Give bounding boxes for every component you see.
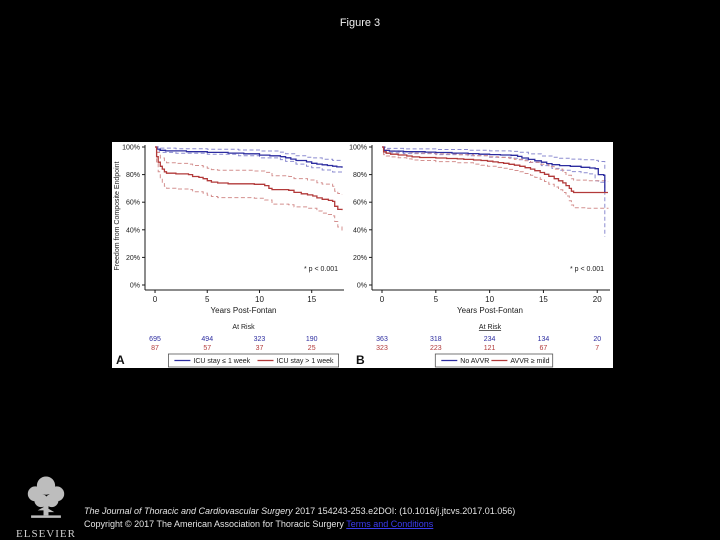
svg-text:695: 695 bbox=[149, 336, 161, 343]
svg-text:40%: 40% bbox=[126, 227, 140, 234]
svg-text:494: 494 bbox=[201, 336, 213, 343]
svg-text:Years Post-Fontan: Years Post-Fontan bbox=[457, 306, 523, 315]
svg-text:15: 15 bbox=[307, 295, 316, 304]
svg-text:60%: 60% bbox=[126, 200, 140, 207]
svg-text:40%: 40% bbox=[353, 227, 367, 234]
svg-text:0: 0 bbox=[380, 295, 385, 304]
svg-text:363: 363 bbox=[376, 336, 388, 343]
svg-text:67: 67 bbox=[540, 345, 548, 352]
svg-text:10: 10 bbox=[255, 295, 264, 304]
svg-text:100%: 100% bbox=[349, 145, 367, 152]
figure-title: Figure 3 bbox=[339, 17, 381, 29]
terms-and-conditions-link[interactable]: Terms and Conditions bbox=[346, 519, 434, 529]
svg-text:ICU stay ≤ 1 week: ICU stay ≤ 1 week bbox=[193, 358, 250, 365]
citation-line1: The Journal of Thoracic and Cardiovascul… bbox=[84, 505, 515, 518]
svg-text:100%: 100% bbox=[122, 145, 140, 152]
svg-text:At Risk: At Risk bbox=[232, 324, 255, 331]
svg-text:60%: 60% bbox=[353, 200, 367, 207]
svg-text:234: 234 bbox=[484, 336, 496, 343]
km-chart-panel-a: 0% 20% 40% 60% 80% 100% 0 5 10 15 Years Post-Fonta… bbox=[114, 145, 344, 368]
figure-panel: 0% 20% 40% 60% 80% 100% 0 5 10 15 Years Post-Fonta… bbox=[112, 142, 613, 368]
svg-text:20: 20 bbox=[593, 336, 601, 343]
km-chart-panel-b: 0% 20% 40% 60% 80% 100% 0 5 10 15 20 Years Post-Fon… bbox=[349, 145, 610, 368]
svg-text:15: 15 bbox=[539, 295, 548, 304]
journal-name: The Journal of Thoracic and Cardiovascul… bbox=[84, 506, 293, 516]
citation-volume-doi: 2017 154243-253.e2DOI: (10.1016/j.jtcvs.… bbox=[292, 506, 516, 516]
svg-text:323: 323 bbox=[254, 336, 266, 343]
svg-text:Freedom from Composite Endpoin: Freedom from Composite Endpoint bbox=[114, 161, 121, 270]
elsevier-wordmark: ELSEVIER bbox=[16, 528, 76, 540]
svg-text:0%: 0% bbox=[130, 283, 140, 290]
svg-text:No AVVR: No AVVR bbox=[460, 358, 489, 365]
svg-text:20%: 20% bbox=[353, 255, 367, 262]
citation-line2: Copyright © 2017 The American Associatio… bbox=[84, 518, 515, 531]
panel-label-a: A bbox=[116, 353, 125, 367]
svg-text:At Risk: At Risk bbox=[479, 324, 502, 331]
svg-text:20: 20 bbox=[593, 295, 602, 304]
svg-text:0: 0 bbox=[153, 295, 158, 304]
svg-text:190: 190 bbox=[306, 336, 318, 343]
svg-text:87: 87 bbox=[151, 345, 159, 352]
svg-text:37: 37 bbox=[256, 345, 264, 352]
svg-text:80%: 80% bbox=[126, 172, 140, 179]
svg-text:134: 134 bbox=[538, 336, 550, 343]
svg-text:7: 7 bbox=[595, 345, 599, 352]
svg-text:Years Post-Fontan: Years Post-Fontan bbox=[211, 306, 277, 315]
svg-text:121: 121 bbox=[484, 345, 496, 352]
svg-text:AVVR ≥ mild: AVVR ≥ mild bbox=[510, 358, 549, 365]
svg-text:ICU stay > 1 week: ICU stay > 1 week bbox=[277, 358, 334, 365]
svg-text:80%: 80% bbox=[353, 172, 367, 179]
svg-text:* p < 0.001: * p < 0.001 bbox=[304, 266, 338, 273]
elsevier-tree-icon bbox=[27, 476, 65, 518]
elsevier-logo: ELSEVIER bbox=[10, 474, 82, 540]
svg-text:* p < 0.001: * p < 0.001 bbox=[570, 266, 604, 273]
svg-text:318: 318 bbox=[430, 336, 442, 343]
svg-text:25: 25 bbox=[308, 345, 316, 352]
svg-text:5: 5 bbox=[434, 295, 439, 304]
svg-text:10: 10 bbox=[485, 295, 494, 304]
svg-text:20%: 20% bbox=[126, 255, 140, 262]
svg-text:0%: 0% bbox=[357, 283, 367, 290]
copyright-text: Copyright © 2017 The American Associatio… bbox=[84, 519, 347, 529]
citation-block: The Journal of Thoracic and Cardiovascul… bbox=[84, 505, 515, 531]
svg-text:57: 57 bbox=[203, 345, 211, 352]
svg-text:223: 223 bbox=[430, 345, 442, 352]
svg-text:323: 323 bbox=[376, 345, 388, 352]
panel-label-b: B bbox=[356, 353, 365, 367]
svg-text:5: 5 bbox=[205, 295, 210, 304]
